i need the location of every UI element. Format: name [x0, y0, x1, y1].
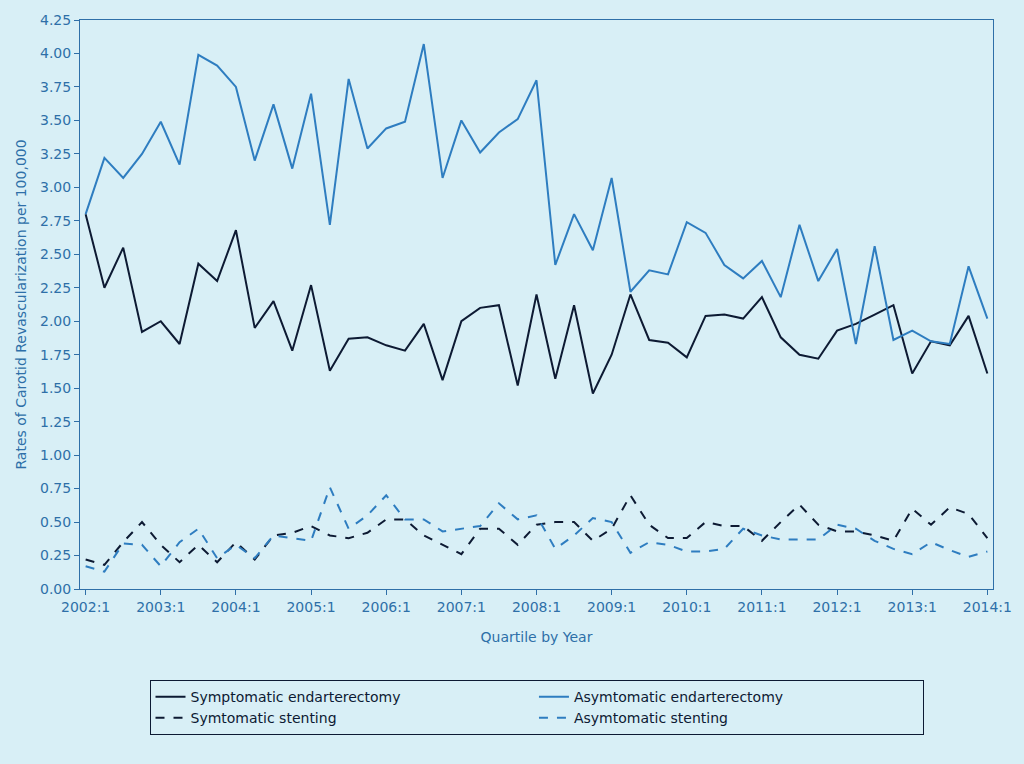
svg-text:1.25: 1.25 — [40, 414, 71, 430]
svg-text:4.00: 4.00 — [40, 45, 71, 61]
svg-text:2.00: 2.00 — [40, 313, 71, 329]
svg-text:2012:1: 2012:1 — [812, 599, 861, 615]
svg-text:3.00: 3.00 — [40, 179, 71, 195]
svg-text:2005:1: 2005:1 — [286, 599, 335, 615]
svg-text:2003:1: 2003:1 — [136, 599, 185, 615]
svg-text:Rates of Carotid Revasculariza: Rates of Carotid Revascularization per 1… — [13, 139, 29, 469]
svg-text:2.50: 2.50 — [40, 246, 71, 262]
svg-text:3.75: 3.75 — [40, 79, 71, 95]
svg-text:2006:1: 2006:1 — [362, 599, 411, 615]
svg-text:2013:1: 2013:1 — [888, 599, 937, 615]
svg-text:2.25: 2.25 — [40, 280, 71, 296]
svg-text:Symtomatic stenting: Symtomatic stenting — [191, 710, 337, 726]
svg-text:3.50: 3.50 — [40, 112, 71, 128]
svg-text:2014:1: 2014:1 — [963, 599, 1012, 615]
svg-text:Quartile by Year: Quartile by Year — [481, 629, 593, 645]
svg-text:3.25: 3.25 — [40, 146, 71, 162]
svg-text:0.00: 0.00 — [40, 581, 71, 597]
svg-text:4.25: 4.25 — [40, 12, 71, 28]
svg-text:2008:1: 2008:1 — [512, 599, 561, 615]
svg-text:2002:1: 2002:1 — [61, 599, 110, 615]
svg-text:1.75: 1.75 — [40, 347, 71, 363]
svg-text:2004:1: 2004:1 — [211, 599, 260, 615]
svg-text:2011:1: 2011:1 — [737, 599, 786, 615]
svg-text:Symptomatic endarterectomy: Symptomatic endarterectomy — [191, 689, 401, 705]
svg-text:2009:1: 2009:1 — [587, 599, 636, 615]
svg-text:2.75: 2.75 — [40, 213, 71, 229]
svg-text:0.50: 0.50 — [40, 514, 71, 530]
svg-text:Asymtomatic stenting: Asymtomatic stenting — [574, 710, 728, 726]
svg-text:2007:1: 2007:1 — [437, 599, 486, 615]
svg-text:0.75: 0.75 — [40, 480, 71, 496]
svg-text:0.25: 0.25 — [40, 547, 71, 563]
svg-text:1.00: 1.00 — [40, 447, 71, 463]
svg-text:2010:1: 2010:1 — [662, 599, 711, 615]
svg-text:1.50: 1.50 — [40, 380, 71, 396]
svg-text:Asymtomatic endarterectomy: Asymtomatic endarterectomy — [574, 689, 783, 705]
